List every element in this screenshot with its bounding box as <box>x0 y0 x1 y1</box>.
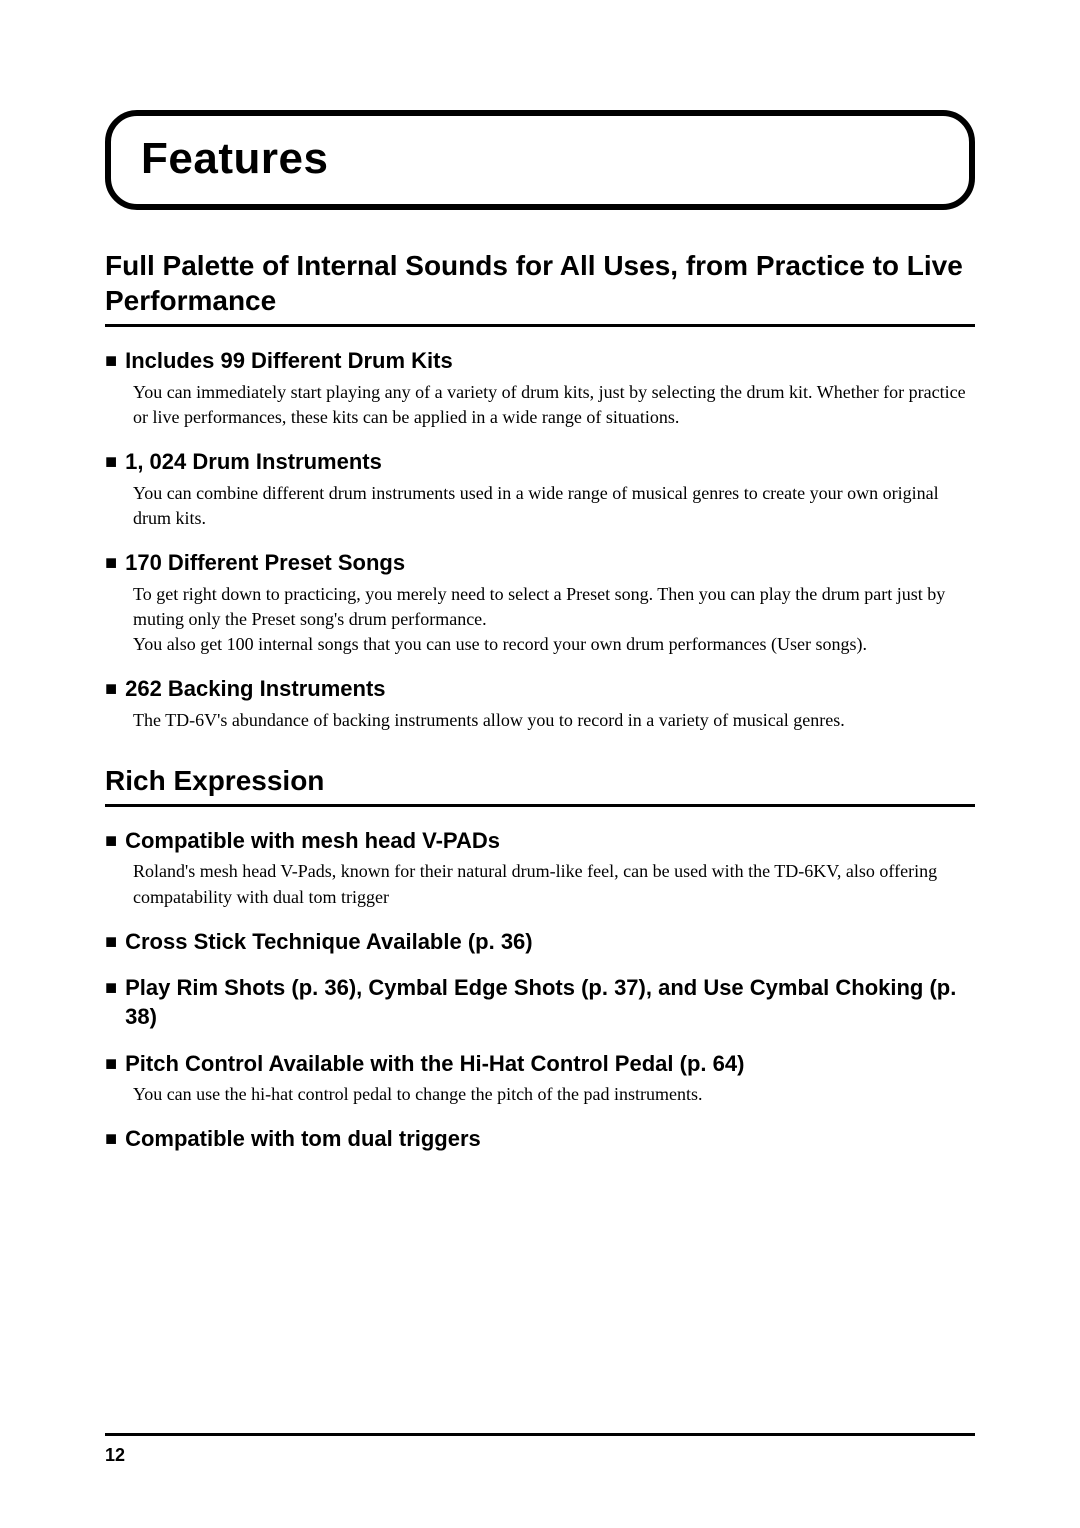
sub-title: 170 Different Preset Songs <box>125 549 405 578</box>
sub-body: To get right down to practicing, you mer… <box>133 582 975 658</box>
sub-heading: ■ Pitch Control Available with the Hi-Ha… <box>105 1050 975 1079</box>
sub-body: You can combine different drum instrumen… <box>133 481 975 531</box>
footer-rule <box>105 1433 975 1436</box>
section-heading-1: Rich Expression <box>105 763 975 807</box>
sub-heading: ■ 170 Different Preset Songs <box>105 549 975 578</box>
bullet-square-icon: ■ <box>105 347 117 375</box>
sub-heading: ■ 1, 024 Drum Instruments <box>105 448 975 477</box>
sub-heading: ■ Includes 99 Different Drum Kits <box>105 347 975 376</box>
sub-title: 262 Backing Instruments <box>125 675 385 704</box>
bullet-square-icon: ■ <box>105 448 117 476</box>
page-number: 12 <box>105 1445 125 1466</box>
sub-title: Cross Stick Technique Available (p. 36) <box>125 928 533 957</box>
sub-body: You can immediately start playing any of… <box>133 380 975 430</box>
sub-title: Pitch Control Available with the Hi-Hat … <box>125 1050 744 1079</box>
sub-heading: ■ Compatible with mesh head V-PADs <box>105 827 975 856</box>
bullet-square-icon: ■ <box>105 974 117 1002</box>
section-heading-0: Full Palette of Internal Sounds for All … <box>105 248 975 327</box>
sub-title: Includes 99 Different Drum Kits <box>125 347 453 376</box>
sub-title: Compatible with tom dual triggers <box>125 1125 481 1154</box>
sub-1-4: ■ Compatible with tom dual triggers <box>105 1125 975 1154</box>
bullet-square-icon: ■ <box>105 1125 117 1153</box>
sub-body: Roland's mesh head V-Pads, known for the… <box>133 859 975 909</box>
sub-1-2: ■ Play Rim Shots (p. 36), Cymbal Edge Sh… <box>105 974 975 1031</box>
bullet-square-icon: ■ <box>105 1050 117 1078</box>
sub-title: Play Rim Shots (p. 36), Cymbal Edge Shot… <box>125 974 975 1031</box>
page-content: Features Full Palette of Internal Sounds… <box>0 0 1080 1232</box>
bullet-square-icon: ■ <box>105 928 117 956</box>
sub-heading: ■ Compatible with tom dual triggers <box>105 1125 975 1154</box>
sub-0-0: ■ Includes 99 Different Drum Kits You ca… <box>105 347 975 430</box>
sub-1-1: ■ Cross Stick Technique Available (p. 36… <box>105 928 975 957</box>
sub-body: You can use the hi-hat control pedal to … <box>133 1082 975 1107</box>
bullet-square-icon: ■ <box>105 549 117 577</box>
bullet-square-icon: ■ <box>105 675 117 703</box>
sub-0-1: ■ 1, 024 Drum Instruments You can combin… <box>105 448 975 531</box>
sub-1-0: ■ Compatible with mesh head V-PADs Rolan… <box>105 827 975 910</box>
sub-0-3: ■ 262 Backing Instruments The TD-6V's ab… <box>105 675 975 733</box>
sub-heading: ■ Cross Stick Technique Available (p. 36… <box>105 928 975 957</box>
page-title: Features <box>141 134 939 184</box>
bullet-square-icon: ■ <box>105 827 117 855</box>
sub-title: Compatible with mesh head V-PADs <box>125 827 500 856</box>
sub-1-3: ■ Pitch Control Available with the Hi-Ha… <box>105 1050 975 1108</box>
sub-body: The TD-6V's abundance of backing instrum… <box>133 708 975 733</box>
sub-0-2: ■ 170 Different Preset Songs To get righ… <box>105 549 975 657</box>
sub-heading: ■ Play Rim Shots (p. 36), Cymbal Edge Sh… <box>105 974 975 1031</box>
title-box: Features <box>105 110 975 210</box>
sub-heading: ■ 262 Backing Instruments <box>105 675 975 704</box>
sub-title: 1, 024 Drum Instruments <box>125 448 382 477</box>
